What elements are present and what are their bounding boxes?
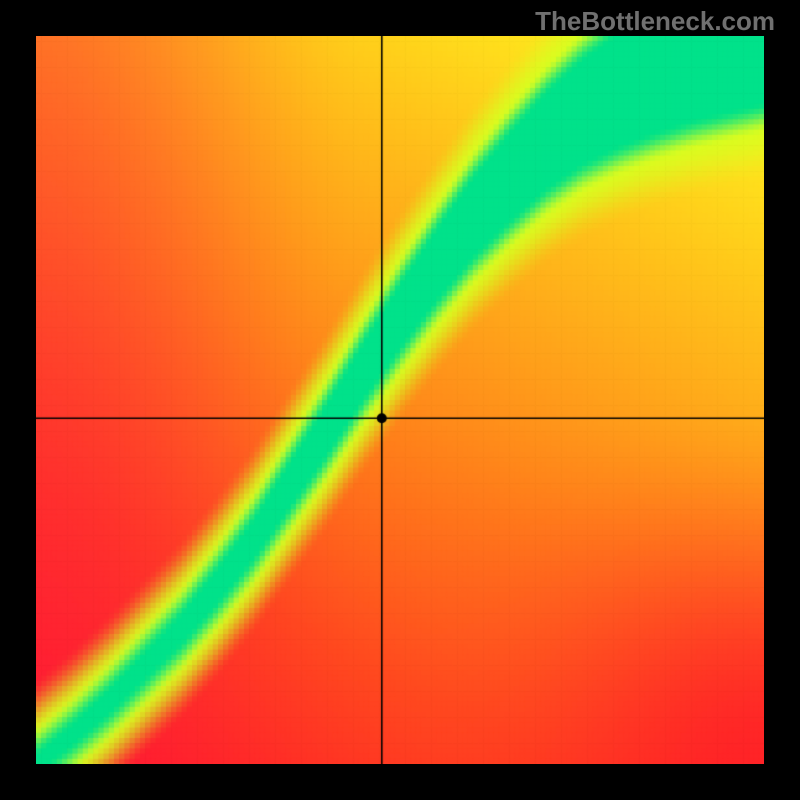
bottleneck-heatmap	[36, 36, 764, 764]
watermark-text: TheBottleneck.com	[535, 6, 775, 37]
